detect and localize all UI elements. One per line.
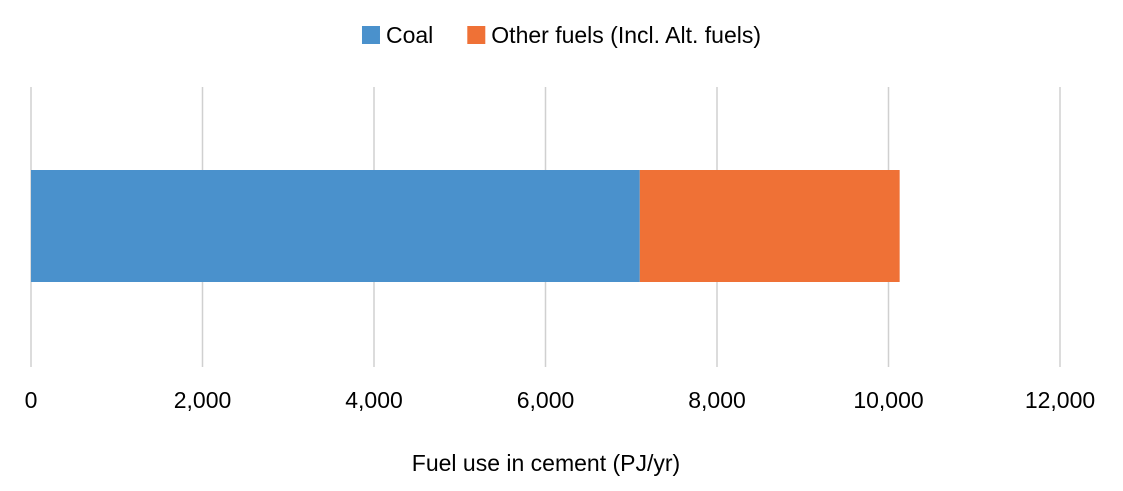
- x-tick-label: 10,000: [853, 387, 923, 413]
- x-axis-label: Fuel use in cement (PJ/yr): [412, 450, 680, 476]
- x-axis-ticks: 0 2,000 4,000 6,000 8,000 10,000 12,000: [25, 387, 1096, 413]
- x-tick-label: 8,000: [688, 387, 746, 413]
- legend-label: Coal: [386, 22, 433, 48]
- chart-legend: Coal Other fuels (Incl. Alt. fuels): [361, 22, 761, 48]
- x-tick-label: 4,000: [345, 387, 403, 413]
- legend-item-coal: Coal: [361, 22, 433, 48]
- legend-swatch: [361, 26, 380, 44]
- x-tick-label: 2,000: [174, 387, 232, 413]
- bar-segment-other-fuels: [639, 170, 900, 282]
- x-tick-label: 0: [25, 387, 38, 413]
- bar-segment-coal: [31, 170, 640, 282]
- legend-item-other-fuels: Other fuels (Incl. Alt. fuels): [467, 22, 761, 48]
- x-tick-label: 6,000: [517, 387, 575, 413]
- x-tick-label: 12,000: [1025, 387, 1095, 413]
- legend-label: Other fuels (Incl. Alt. fuels): [491, 22, 761, 48]
- legend-swatch: [467, 26, 486, 44]
- bars: [31, 170, 900, 282]
